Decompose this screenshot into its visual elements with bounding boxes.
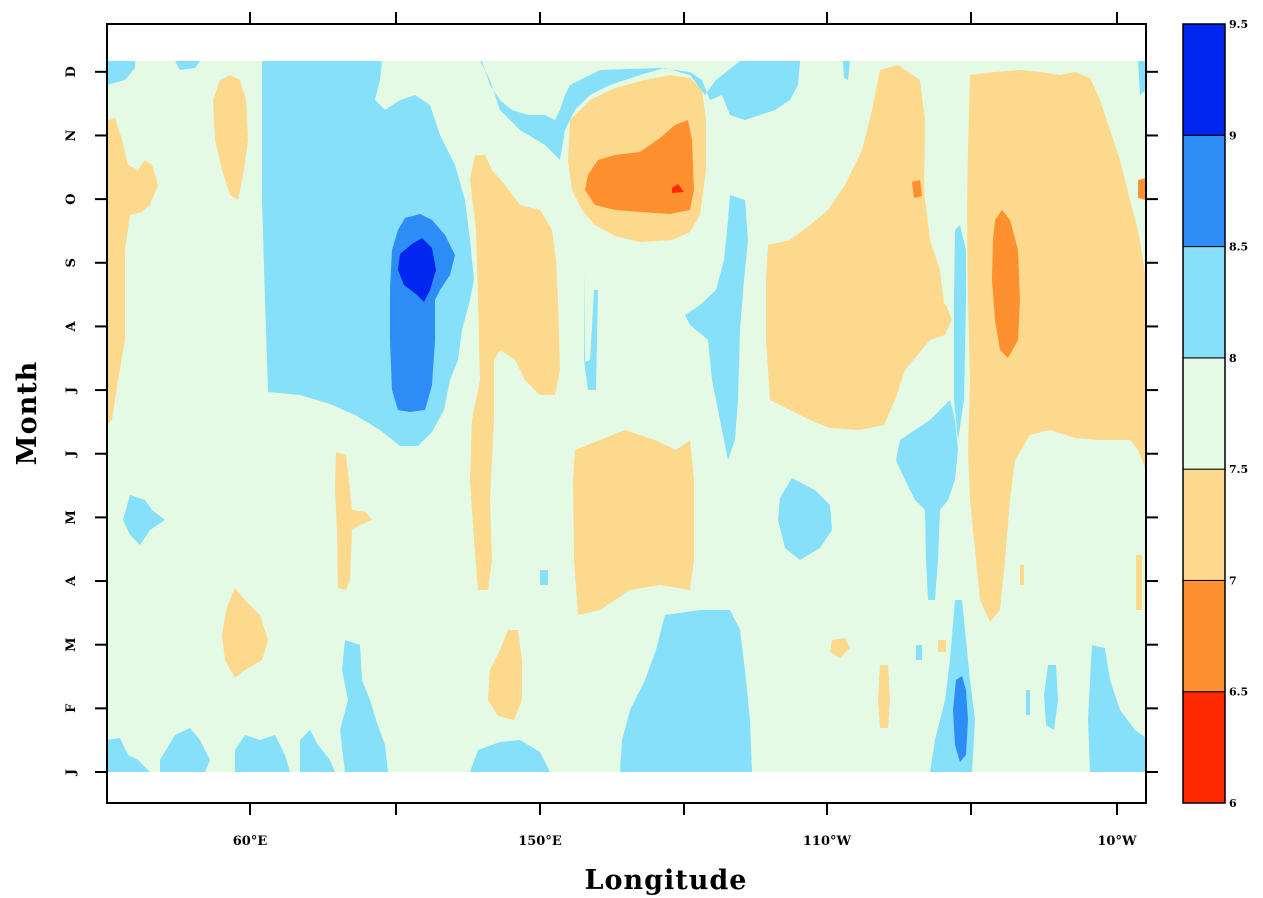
colorbar-label: 9.5	[1229, 18, 1248, 31]
axis-ticks	[95, 12, 1158, 815]
contour-region	[954, 225, 966, 440]
y-tick-label: N	[64, 129, 79, 141]
y-tick-labels: J F M A M J J A S O N D	[64, 66, 79, 776]
y-tick-label: O	[64, 193, 79, 204]
contour-region	[175, 61, 200, 70]
contour-region	[1044, 665, 1058, 730]
contour-region	[222, 588, 268, 678]
contour-level-6.5-7	[585, 120, 1146, 358]
y-tick-label: J	[64, 387, 79, 394]
contour-region	[488, 630, 522, 720]
colorbar-label: 9	[1229, 129, 1237, 142]
contour-region	[912, 180, 922, 198]
x-tick-label: 110°W	[803, 834, 852, 849]
contour-region	[300, 730, 335, 772]
x-axis-title: Longitude	[585, 865, 748, 896]
y-tick-label: J	[64, 451, 79, 458]
contour-region	[725, 61, 800, 115]
y-tick-label: M	[64, 638, 79, 652]
contour-region	[470, 740, 550, 772]
x-tick-label: 150°E	[518, 834, 562, 849]
contour-region	[1026, 690, 1030, 715]
contour-region	[830, 638, 850, 658]
contour-region	[213, 75, 248, 200]
contour-region	[953, 676, 968, 762]
y-tick-label: A	[64, 320, 79, 332]
colorbar-frame	[1182, 23, 1226, 804]
contour-region	[1136, 555, 1142, 610]
colorbar-labels: 6 6.5 7 7.5 8 8.5 9 9.5	[1229, 18, 1248, 810]
colorbar-swatch	[1182, 23, 1226, 136]
colorbar-label: 7	[1229, 574, 1237, 587]
contour-region	[843, 61, 850, 80]
colorbar-swatch	[1182, 691, 1226, 804]
y-tick-label: D	[64, 66, 79, 77]
contour-region	[123, 495, 165, 545]
contour-region	[878, 665, 890, 728]
contour-region	[1020, 565, 1024, 585]
contour-level-7-7.5	[107, 65, 1146, 728]
contour-region	[160, 728, 210, 772]
colorbar	[1182, 23, 1226, 804]
x-tick-label: 60°E	[233, 834, 268, 849]
contour-region	[906, 290, 952, 340]
contour-region	[938, 640, 946, 652]
contour-region	[620, 610, 752, 772]
contour-region	[672, 184, 684, 193]
contour-region	[1138, 178, 1146, 200]
colorbar-label: 6	[1229, 797, 1237, 810]
contour-region	[1088, 645, 1146, 772]
colorbar-label: 6.5	[1229, 686, 1248, 699]
y-tick-label: A	[64, 575, 79, 587]
colorbar-swatch	[1182, 468, 1226, 581]
contour-region	[107, 61, 135, 85]
contour-region	[778, 478, 832, 560]
contour-region	[470, 155, 560, 590]
contour-region	[398, 238, 436, 302]
colorbar-swatch	[1182, 134, 1226, 248]
colorbar-swatch	[1182, 357, 1226, 470]
colorbar-label: 8.5	[1229, 241, 1248, 254]
y-tick-label: F	[64, 703, 79, 713]
contour-region	[580, 260, 598, 390]
x-tick-label: 10°W	[1097, 834, 1137, 849]
colorbar-label: 8	[1229, 352, 1237, 365]
contour-region	[340, 640, 388, 772]
contour-region	[766, 65, 946, 430]
contour-level-9-9.5	[398, 238, 436, 302]
y-tick-label: J	[64, 769, 79, 776]
colorbar-swatch	[1182, 579, 1226, 693]
contour-region	[107, 738, 150, 772]
contour-region	[107, 118, 158, 425]
contour-region	[585, 120, 694, 214]
contour-region	[992, 210, 1020, 358]
contour-region	[235, 735, 290, 772]
x-tick-labels: 60°E 150°E 110°W 10°W	[233, 834, 1137, 849]
contour-region	[335, 452, 372, 590]
y-tick-label: S	[64, 258, 79, 267]
contour-region	[685, 195, 748, 460]
colorbar-label: 7.5	[1229, 463, 1248, 476]
contour-region	[896, 400, 958, 600]
colorbar-swatch	[1182, 246, 1226, 359]
y-axis-title: Month	[12, 361, 43, 466]
y-tick-label: M	[64, 510, 79, 524]
contour-region	[967, 70, 1146, 622]
contour-region	[1138, 61, 1146, 95]
contour-level-6-6.5	[672, 184, 684, 193]
contour-region	[916, 645, 922, 660]
contour-field	[107, 61, 1146, 772]
contour-region	[540, 570, 548, 585]
plot-frame	[106, 23, 1147, 804]
contour-region	[573, 430, 694, 615]
